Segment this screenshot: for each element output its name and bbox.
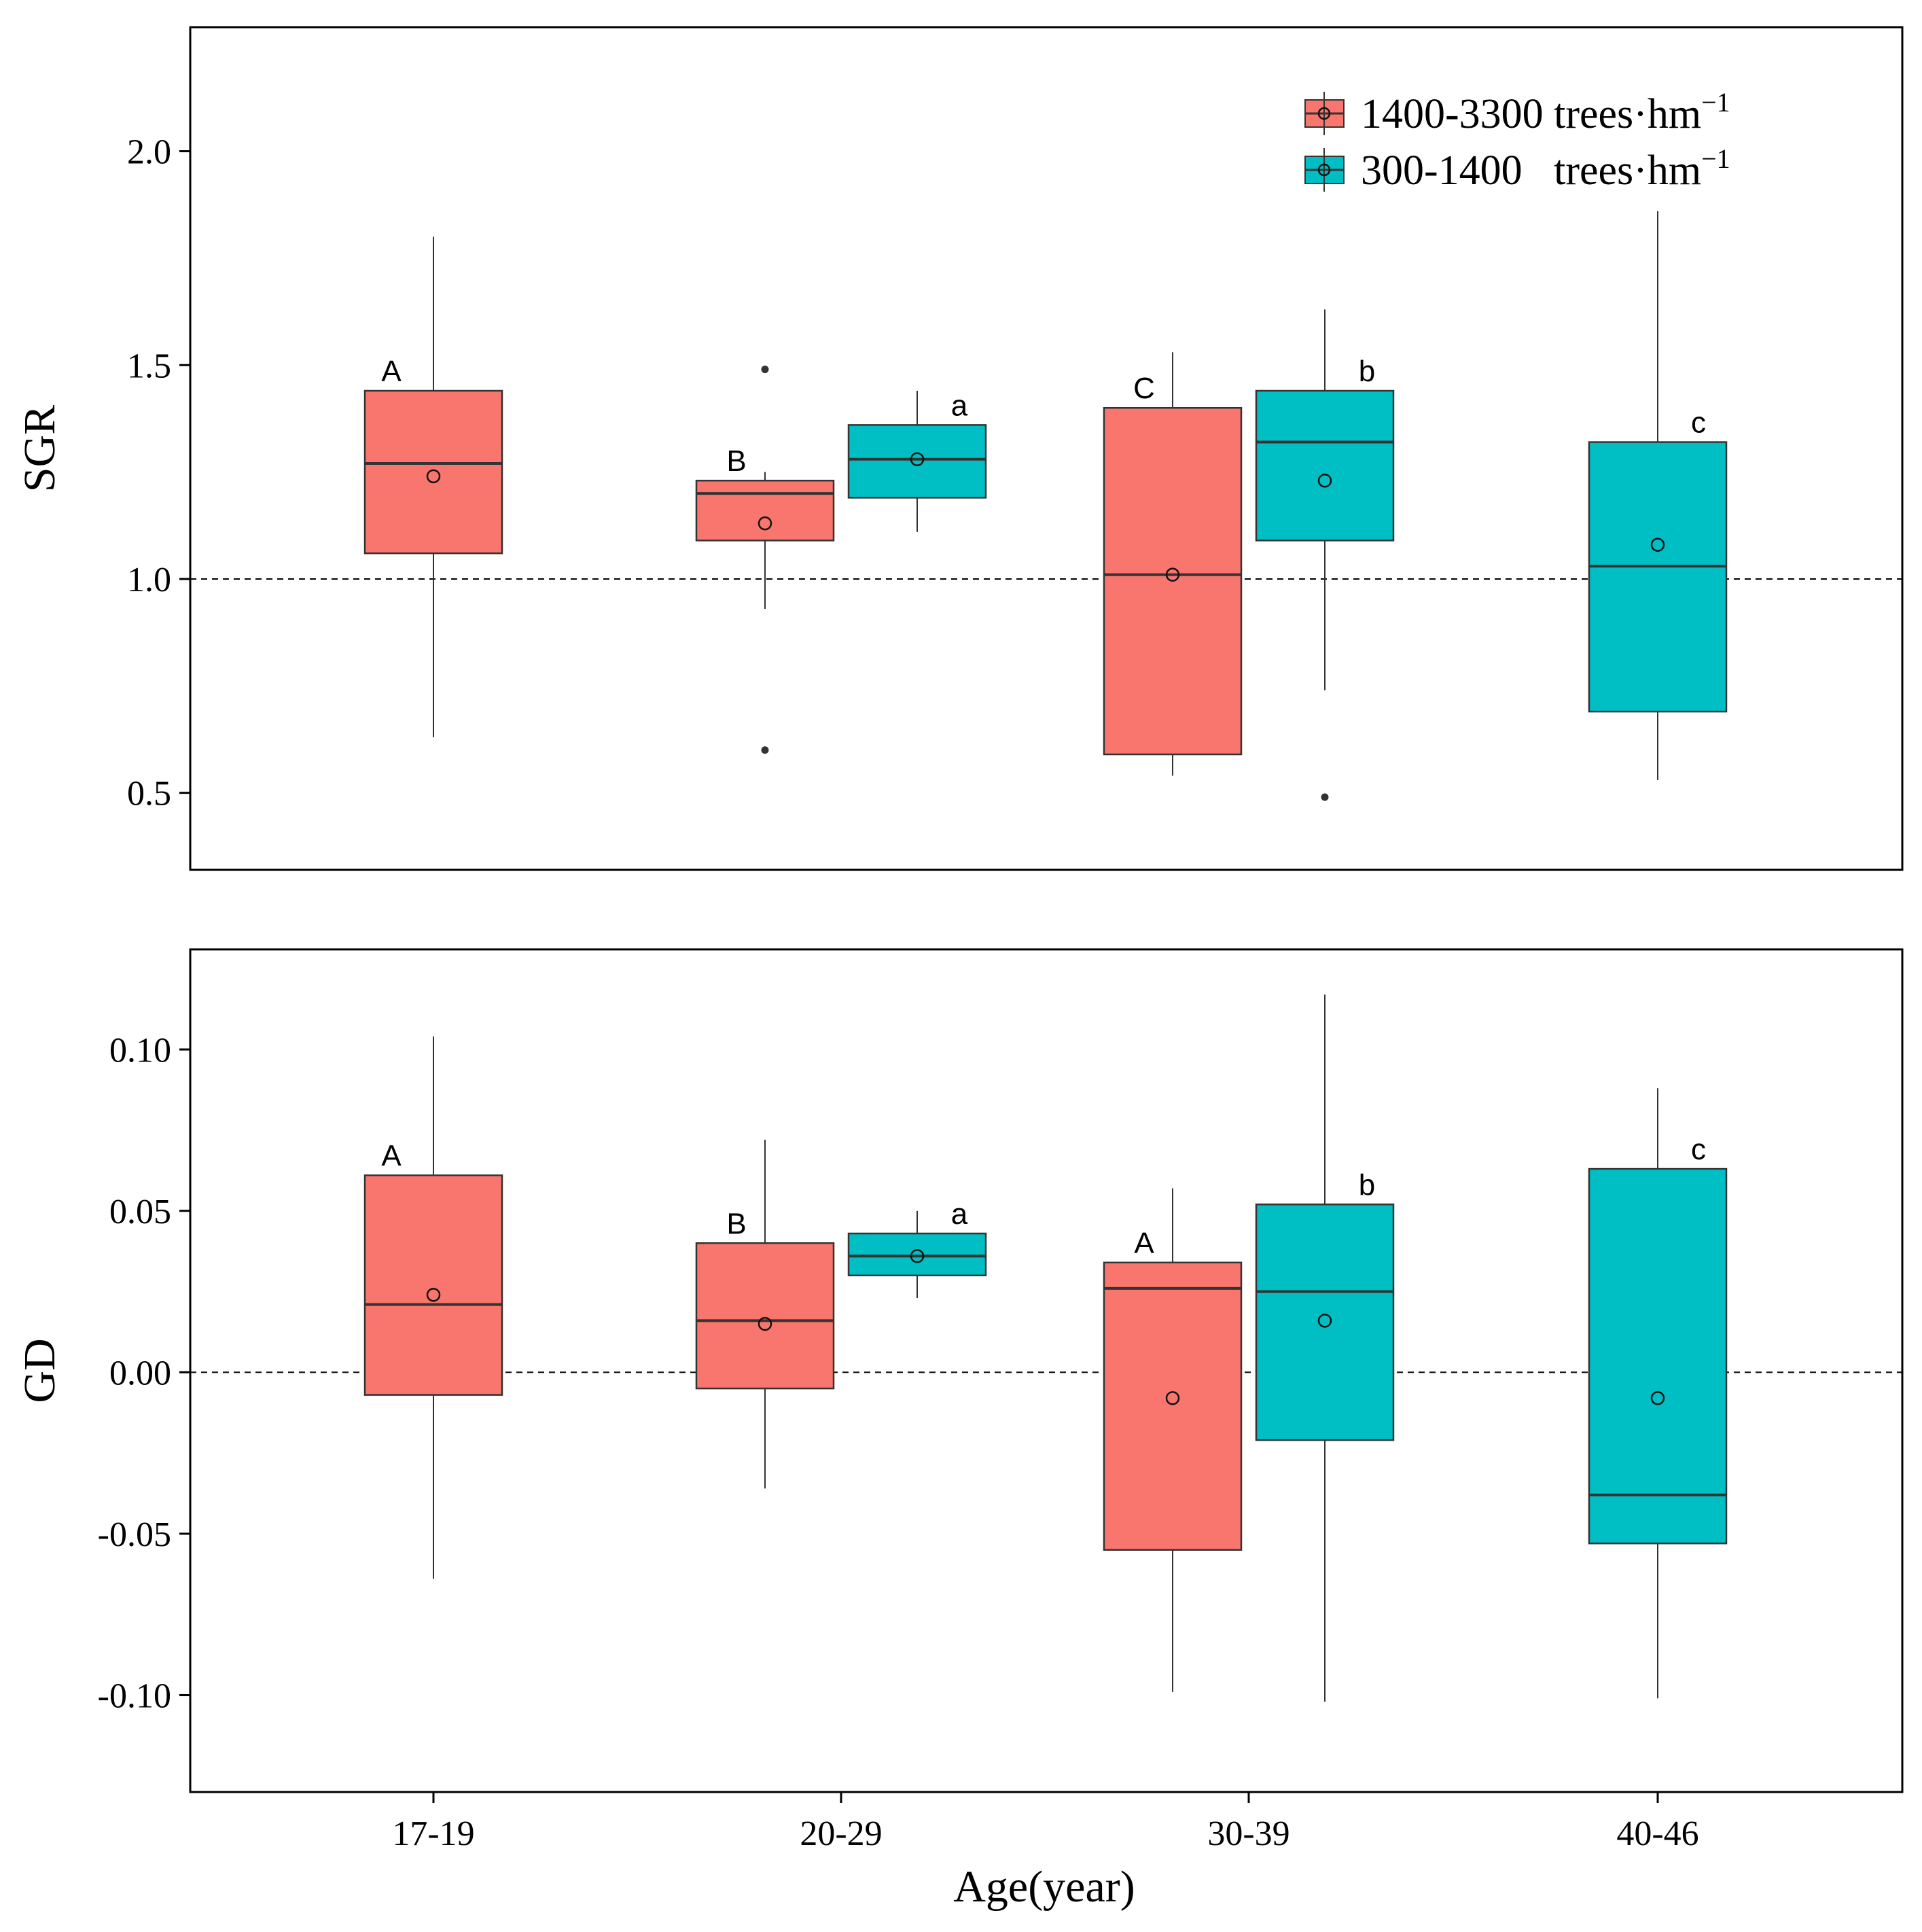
mean-marker	[910, 452, 925, 466]
outlier-point	[761, 746, 769, 754]
box-sgr-20-29-s1: a	[847, 389, 987, 532]
mean-marker	[1650, 1391, 1665, 1405]
box-gd-20-29-s0: B	[695, 1140, 835, 1489]
box-gd-20-29-s1: a	[847, 1197, 987, 1299]
significance-letter: a	[951, 1197, 968, 1231]
legend-key-sparse-mean	[1317, 163, 1331, 177]
mean-marker	[1165, 567, 1180, 582]
box-sgr-30-39-s0: C	[1103, 352, 1243, 776]
legend-label-sparse-sup: −1	[1701, 143, 1730, 174]
x-tick-label: 30-39	[1207, 1814, 1289, 1853]
mean-marker	[1650, 538, 1665, 552]
box-body	[695, 479, 835, 542]
significance-letter: a	[951, 389, 968, 422]
legend-label-sparse: 300-1400 trees·hm−1	[1361, 143, 1730, 194]
significance-letter: A	[381, 355, 402, 388]
mean-marker	[758, 516, 772, 531]
significance-letter: A	[1134, 1227, 1154, 1260]
y-tick-label: -0.05	[98, 1515, 171, 1554]
legend-label-dense-text: 1400-3300 trees·hm	[1361, 91, 1701, 137]
legend-label-dense-sup: −1	[1701, 87, 1730, 118]
y-tick-label: 1.5	[127, 347, 171, 385]
mean-marker	[1165, 1391, 1180, 1405]
significance-letter: B	[726, 444, 746, 478]
significance-letter: b	[1359, 1168, 1375, 1201]
panel-gd: A B a Ab c -0.10 -0.05 0.00 0.05 0.10 GD 17-19 20-29…	[15, 948, 1904, 1853]
mean-marker	[1317, 473, 1332, 488]
box-sgr-40-46-s1: c	[1588, 211, 1728, 780]
y-axis-title-gd: GD	[15, 1338, 65, 1403]
legend-label-sparse-text: 300-1400 trees·hm	[1361, 147, 1701, 194]
significance-letter: b	[1359, 355, 1375, 388]
box-gd-17-19-s0: A	[363, 1036, 503, 1579]
mean-marker	[1317, 1314, 1332, 1328]
mean-marker	[910, 1249, 925, 1263]
y-axis-title-sgr: SGR	[15, 405, 65, 492]
mean-marker	[758, 1316, 772, 1331]
box-body	[695, 1242, 835, 1390]
box-body	[1588, 1167, 1728, 1545]
legend-key-dense-mean	[1317, 107, 1331, 120]
box-gd-30-39-s1: b	[1255, 994, 1395, 1702]
y-tick-label: 1.0	[127, 561, 171, 599]
mean-marker	[426, 1288, 441, 1302]
box-body	[847, 1232, 987, 1277]
y-tick-label: 0.05	[109, 1193, 171, 1231]
significance-letter: c	[1691, 406, 1706, 440]
legend-label-dense: 1400-3300 trees·hm−1	[1361, 87, 1730, 137]
box-sgr-17-19-s0: A	[363, 236, 503, 737]
y-tick-label: 0.10	[109, 1031, 171, 1070]
y-tick-label: 2.0	[127, 133, 171, 172]
plot-frame-gd	[189, 948, 1904, 1793]
y-tick-label: -0.10	[98, 1676, 171, 1715]
x-tick-label: 40-46	[1616, 1814, 1698, 1853]
significance-letter: B	[726, 1207, 746, 1240]
mean-marker	[426, 469, 441, 484]
x-tick-label: 17-19	[392, 1814, 474, 1853]
box-gd-30-39-s0: A	[1103, 1188, 1243, 1692]
box-body	[1255, 1204, 1395, 1441]
box-body	[847, 424, 987, 499]
box-body	[1103, 1261, 1243, 1551]
plot-frame-sgr	[189, 26, 1904, 871]
box-body	[1588, 441, 1728, 713]
significance-letter: C	[1133, 372, 1155, 405]
x-tick-label: 20-29	[800, 1814, 882, 1853]
x-axis-title: Age(year)	[953, 1862, 1135, 1912]
box-body	[363, 389, 503, 555]
outlier-point	[761, 366, 769, 374]
box-sgr-30-39-s1: b	[1255, 309, 1395, 801]
outlier-point	[1321, 793, 1329, 801]
box-body	[363, 1174, 503, 1396]
plot-layer: A Ba Cb c 0.5 1.0 1.5 2.0 SGR A B a Ab c -0.10 -0.05 0.0…	[15, 26, 1904, 1853]
box-gd-40-46-s1: c	[1588, 1088, 1728, 1699]
y-tick-label: 0.5	[127, 775, 171, 813]
box-body	[1255, 389, 1395, 542]
y-tick-label: 0.00	[109, 1354, 171, 1392]
box-sgr-20-29-s0: B	[695, 366, 835, 754]
legend: 1400-3300 trees·hm−1 300-1400 trees·hm−1	[1304, 87, 1730, 194]
significance-letter: c	[1691, 1133, 1706, 1166]
significance-letter: A	[381, 1140, 402, 1173]
panel-sgr: A Ba Cb c 0.5 1.0 1.5 2.0 SGR	[15, 26, 1904, 871]
